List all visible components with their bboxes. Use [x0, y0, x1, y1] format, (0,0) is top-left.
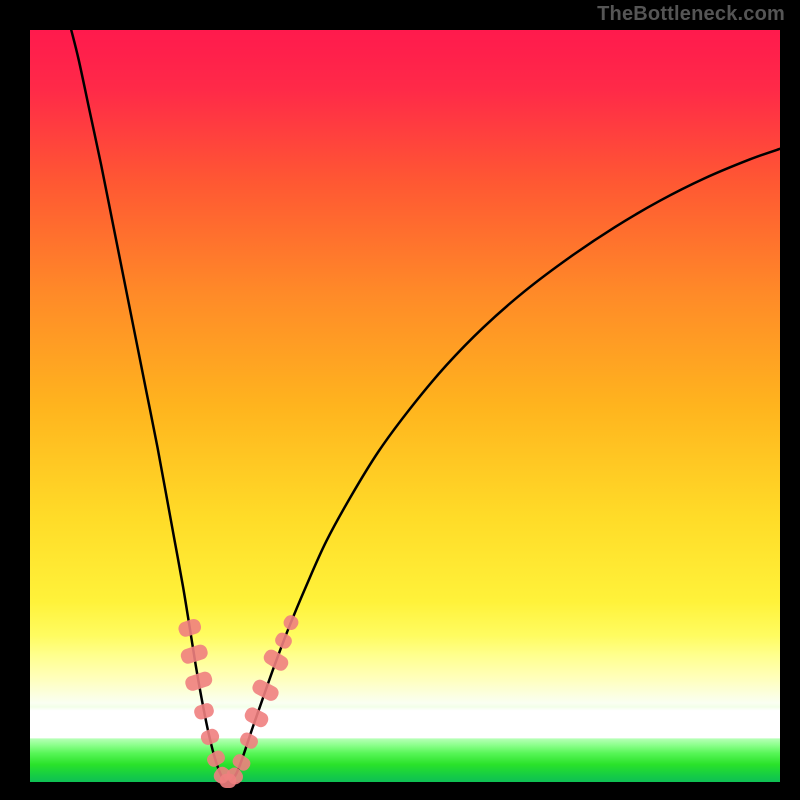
gradient-background: [30, 30, 780, 782]
plot-area: [30, 30, 780, 782]
chart-container: TheBottleneck.com: [0, 0, 800, 800]
watermark-text: TheBottleneck.com: [597, 3, 785, 26]
green-band: [30, 738, 780, 782]
curve-layer: [30, 30, 780, 782]
